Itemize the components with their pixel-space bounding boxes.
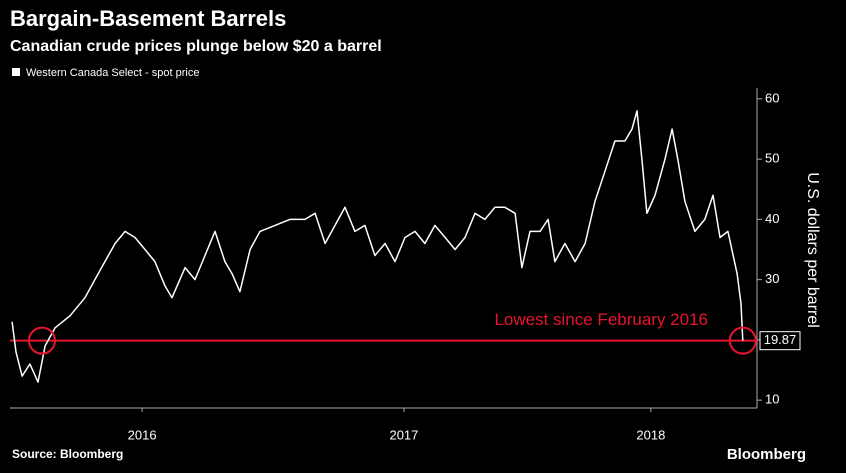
- x-tick-label: 2016: [128, 427, 157, 442]
- highlight-circle: [27, 326, 56, 355]
- y-tick-label: 40: [765, 211, 779, 226]
- y-tick-label: 30: [765, 271, 779, 286]
- legend-swatch: [12, 68, 20, 76]
- y-axis-label: U.S. dollars per barrel: [804, 172, 821, 328]
- y-tick-label: 50: [765, 151, 779, 166]
- highlight-circle: [728, 326, 757, 355]
- brand: Bloomberg: [727, 446, 806, 463]
- line-series: [11, 110, 744, 383]
- chart-subtitle: Canadian crude prices plunge below $20 a…: [10, 38, 382, 55]
- chart-title: Bargain-Basement Barrels: [10, 6, 286, 31]
- y-tick-label: 10: [765, 392, 779, 407]
- annotation: Lowest since February 2016: [494, 310, 708, 329]
- legend-label: Western Canada Select - spot price: [26, 67, 199, 79]
- source: Source: Bloomberg: [12, 447, 123, 461]
- x-tick-label: 2017: [389, 427, 418, 442]
- y-tick-label: 60: [765, 90, 779, 105]
- value-label-box: [759, 331, 801, 351]
- value-label: 19.87: [764, 332, 797, 347]
- x-tick-label: 2018: [636, 427, 665, 442]
